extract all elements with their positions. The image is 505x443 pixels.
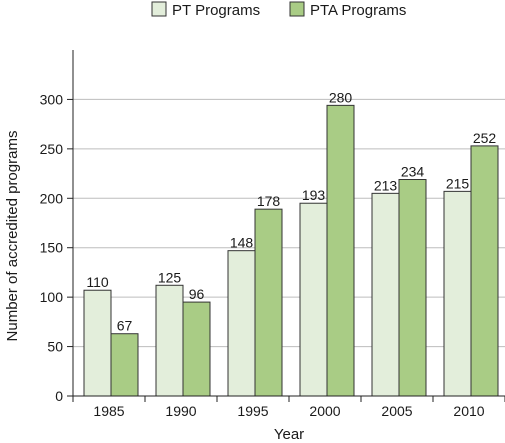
bar-pt-programs xyxy=(299,202,328,397)
x-tick-label: 2005 xyxy=(381,403,412,419)
data-label: 125 xyxy=(158,269,182,285)
legend-swatch-pta xyxy=(289,1,305,17)
x-tick-label: 2010 xyxy=(453,403,484,419)
data-label: 215 xyxy=(446,175,470,191)
legend: PT Programs PTA Programs xyxy=(151,1,406,19)
x-tick-label: 2000 xyxy=(309,403,340,419)
data-label: 96 xyxy=(189,286,205,302)
legend-swatch-pt xyxy=(151,1,167,17)
x-tick-label: 1995 xyxy=(237,403,268,419)
y-tick-label: 100 xyxy=(40,289,64,305)
bar-pt-programs xyxy=(155,284,184,397)
data-label: 213 xyxy=(374,177,398,193)
bar-pta-programs xyxy=(470,145,499,397)
x-tick-label: 1985 xyxy=(93,403,124,419)
bar-pt-programs xyxy=(443,190,472,397)
labels: 0 50 100 150 200 250 300 1985 110 67 1990 125 96 1995… xyxy=(40,89,497,419)
bar-pt-programs xyxy=(83,289,112,397)
bar-pt-programs xyxy=(371,192,400,397)
bar-pta-programs xyxy=(398,179,427,397)
legend-label-pta: PTA Programs xyxy=(310,2,406,19)
bars xyxy=(83,104,499,397)
bar-pta-programs xyxy=(182,301,211,397)
data-label: 67 xyxy=(117,318,133,334)
bar-pta-programs xyxy=(326,104,355,397)
y-tick-label: 0 xyxy=(55,388,63,404)
gridlines xyxy=(73,98,505,348)
data-label: 234 xyxy=(401,164,425,180)
data-label: 178 xyxy=(257,193,281,209)
legend-label-pt: PT Programs xyxy=(172,2,260,19)
data-label: 280 xyxy=(329,89,353,105)
y-tick-label: 250 xyxy=(40,141,64,157)
data-label: 252 xyxy=(473,130,497,146)
x-axis-title: Year xyxy=(274,426,304,443)
y-tick-label: 50 xyxy=(47,339,63,355)
bar-pta-programs xyxy=(254,208,283,397)
bar-pt-programs xyxy=(227,250,256,397)
x-tick-label: 1990 xyxy=(165,403,196,419)
data-label: 110 xyxy=(86,274,109,290)
data-label: 148 xyxy=(230,235,254,251)
y-axis-title: Number of accredited programs xyxy=(4,131,21,342)
y-tick-label: 300 xyxy=(40,91,64,107)
data-label: 193 xyxy=(302,187,326,203)
y-tick-label: 200 xyxy=(40,190,64,206)
axes xyxy=(67,50,505,402)
bar-pta-programs xyxy=(110,333,139,397)
y-tick-label: 150 xyxy=(40,240,64,256)
